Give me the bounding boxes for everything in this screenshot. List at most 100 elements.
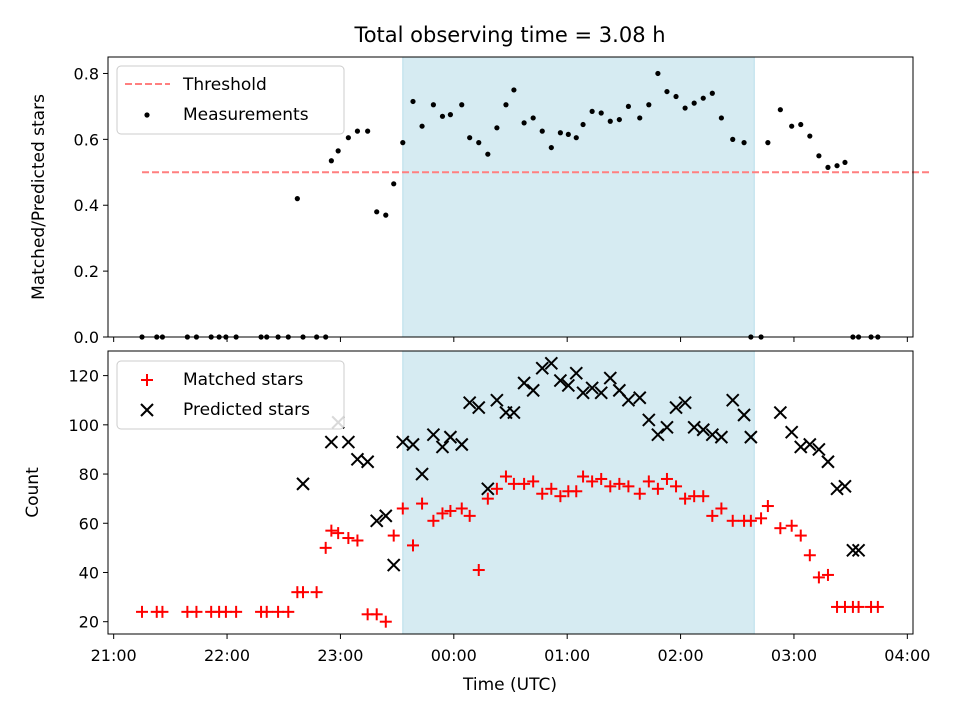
- bottom-y-axis: 20 40 60 80 100 120: [68, 367, 108, 632]
- measurement-point: [709, 90, 715, 96]
- measurement-point: [573, 135, 579, 141]
- matched-point: [499, 470, 512, 483]
- legend-threshold-label: Threshold: [182, 75, 267, 95]
- predicted-point: [660, 420, 674, 434]
- measurement-point: [410, 98, 416, 105]
- predicted-point: [561, 378, 576, 393]
- measurement-point: [616, 116, 622, 123]
- matched-point: [774, 522, 787, 535]
- measurement-point: [530, 115, 536, 121]
- bottom-y-tick-label: 100: [68, 416, 99, 435]
- matched-point: [190, 605, 203, 618]
- matched-point: [406, 539, 419, 552]
- predicted-point: [553, 373, 568, 388]
- matched-point: [642, 475, 655, 488]
- matched-point: [490, 482, 503, 495]
- measurement-point: [548, 144, 554, 151]
- measurement-point: [825, 164, 831, 170]
- measurement-point: [589, 108, 595, 114]
- top-y-axis-label: Matched/Predicted stars: [29, 94, 49, 300]
- matched-point: [670, 480, 683, 493]
- matched-point: [370, 608, 383, 621]
- bottom-panel: 20 40 60 80 100 120 21:00 22:00 23:00 00:00 01:00…: [23, 350, 930, 695]
- bottom-observing-window: [402, 350, 755, 635]
- matched-point: [527, 475, 540, 488]
- matched-point: [332, 527, 345, 540]
- measurement-point: [664, 88, 670, 95]
- predicted-point: [455, 437, 469, 452]
- matched-point: [396, 502, 409, 515]
- x-tick-label: 04:00: [884, 646, 930, 665]
- top-legend: Threshold Measurements: [116, 65, 345, 135]
- predicted-point: [526, 383, 540, 398]
- measurement-point: [765, 140, 771, 146]
- matched-point: [219, 605, 232, 618]
- measurement-point: [391, 181, 397, 187]
- measurement-point: [741, 140, 747, 146]
- matched-point: [604, 480, 617, 493]
- x-tick-label: 00:00: [431, 646, 477, 665]
- measurement-point: [467, 135, 473, 141]
- top-x-axis-ticks: [113, 337, 908, 342]
- matched-point: [570, 485, 583, 498]
- measurement-point: [682, 105, 688, 111]
- predicted-point: [462, 395, 477, 410]
- measurements-series: [139, 70, 881, 340]
- measurement-point: [485, 151, 491, 157]
- predicted-point: [821, 455, 835, 469]
- matched-point: [651, 482, 664, 495]
- measurement-point: [476, 140, 482, 146]
- predicted-point: [784, 425, 799, 439]
- predicted-point: [324, 435, 339, 449]
- matched-point: [821, 568, 834, 581]
- predicted-point: [387, 558, 401, 572]
- predicted-point: [443, 430, 458, 444]
- predicted-point: [651, 427, 665, 442]
- matched-point: [260, 605, 273, 618]
- measurement-point: [439, 113, 446, 119]
- predicted-point: [773, 405, 788, 420]
- matched-point: [586, 475, 599, 488]
- measurement-point: [580, 121, 586, 128]
- matched-point: [852, 600, 865, 613]
- x-tick-label: 01:00: [544, 646, 590, 665]
- predicted-point: [621, 393, 636, 407]
- predicted-point: [633, 391, 647, 405]
- matched-point: [633, 487, 646, 500]
- predicted-point: [396, 435, 410, 449]
- top-panel: 0.00.20.40.60.8 Matched/Predicted stars …: [29, 56, 931, 347]
- bottom-x-axis: 21:00 22:00 23:00 00:00 01:00 02:00 03:00 04:00: [91, 634, 930, 665]
- measurement-point: [655, 70, 661, 77]
- measurement-point: [503, 102, 509, 108]
- matched-point: [785, 519, 798, 532]
- legend-measurements-label: Measurements: [183, 105, 309, 125]
- legend-matched-label: Matched stars: [183, 370, 303, 390]
- predicted-point: [490, 393, 504, 407]
- matched-point: [577, 470, 590, 483]
- matched-point: [726, 514, 739, 527]
- measurement-point: [834, 163, 840, 169]
- matched-point: [463, 509, 476, 522]
- predicted-point: [576, 386, 590, 400]
- top-axes-frame: [107, 56, 914, 338]
- predicted-point: [812, 442, 826, 457]
- predicted-point: [435, 440, 450, 454]
- matched-point: [455, 502, 468, 515]
- measurement-point: [383, 212, 389, 218]
- predicted-point: [678, 395, 692, 410]
- measurement-point: [539, 128, 545, 134]
- matched-point: [379, 615, 392, 628]
- predicted-point: [726, 393, 740, 407]
- measurement-point: [842, 159, 848, 166]
- measurement-point: [625, 103, 632, 110]
- measurement-point: [345, 135, 351, 141]
- measurement-point: [430, 102, 437, 108]
- predicted-point: [350, 452, 365, 466]
- matched-point: [803, 549, 816, 562]
- x-tick-label: 02:00: [658, 646, 704, 665]
- predicted-point: [472, 400, 486, 415]
- measurement-point: [328, 158, 334, 164]
- top-y-tick-label: 0.6: [74, 130, 99, 149]
- matched-point: [715, 502, 728, 515]
